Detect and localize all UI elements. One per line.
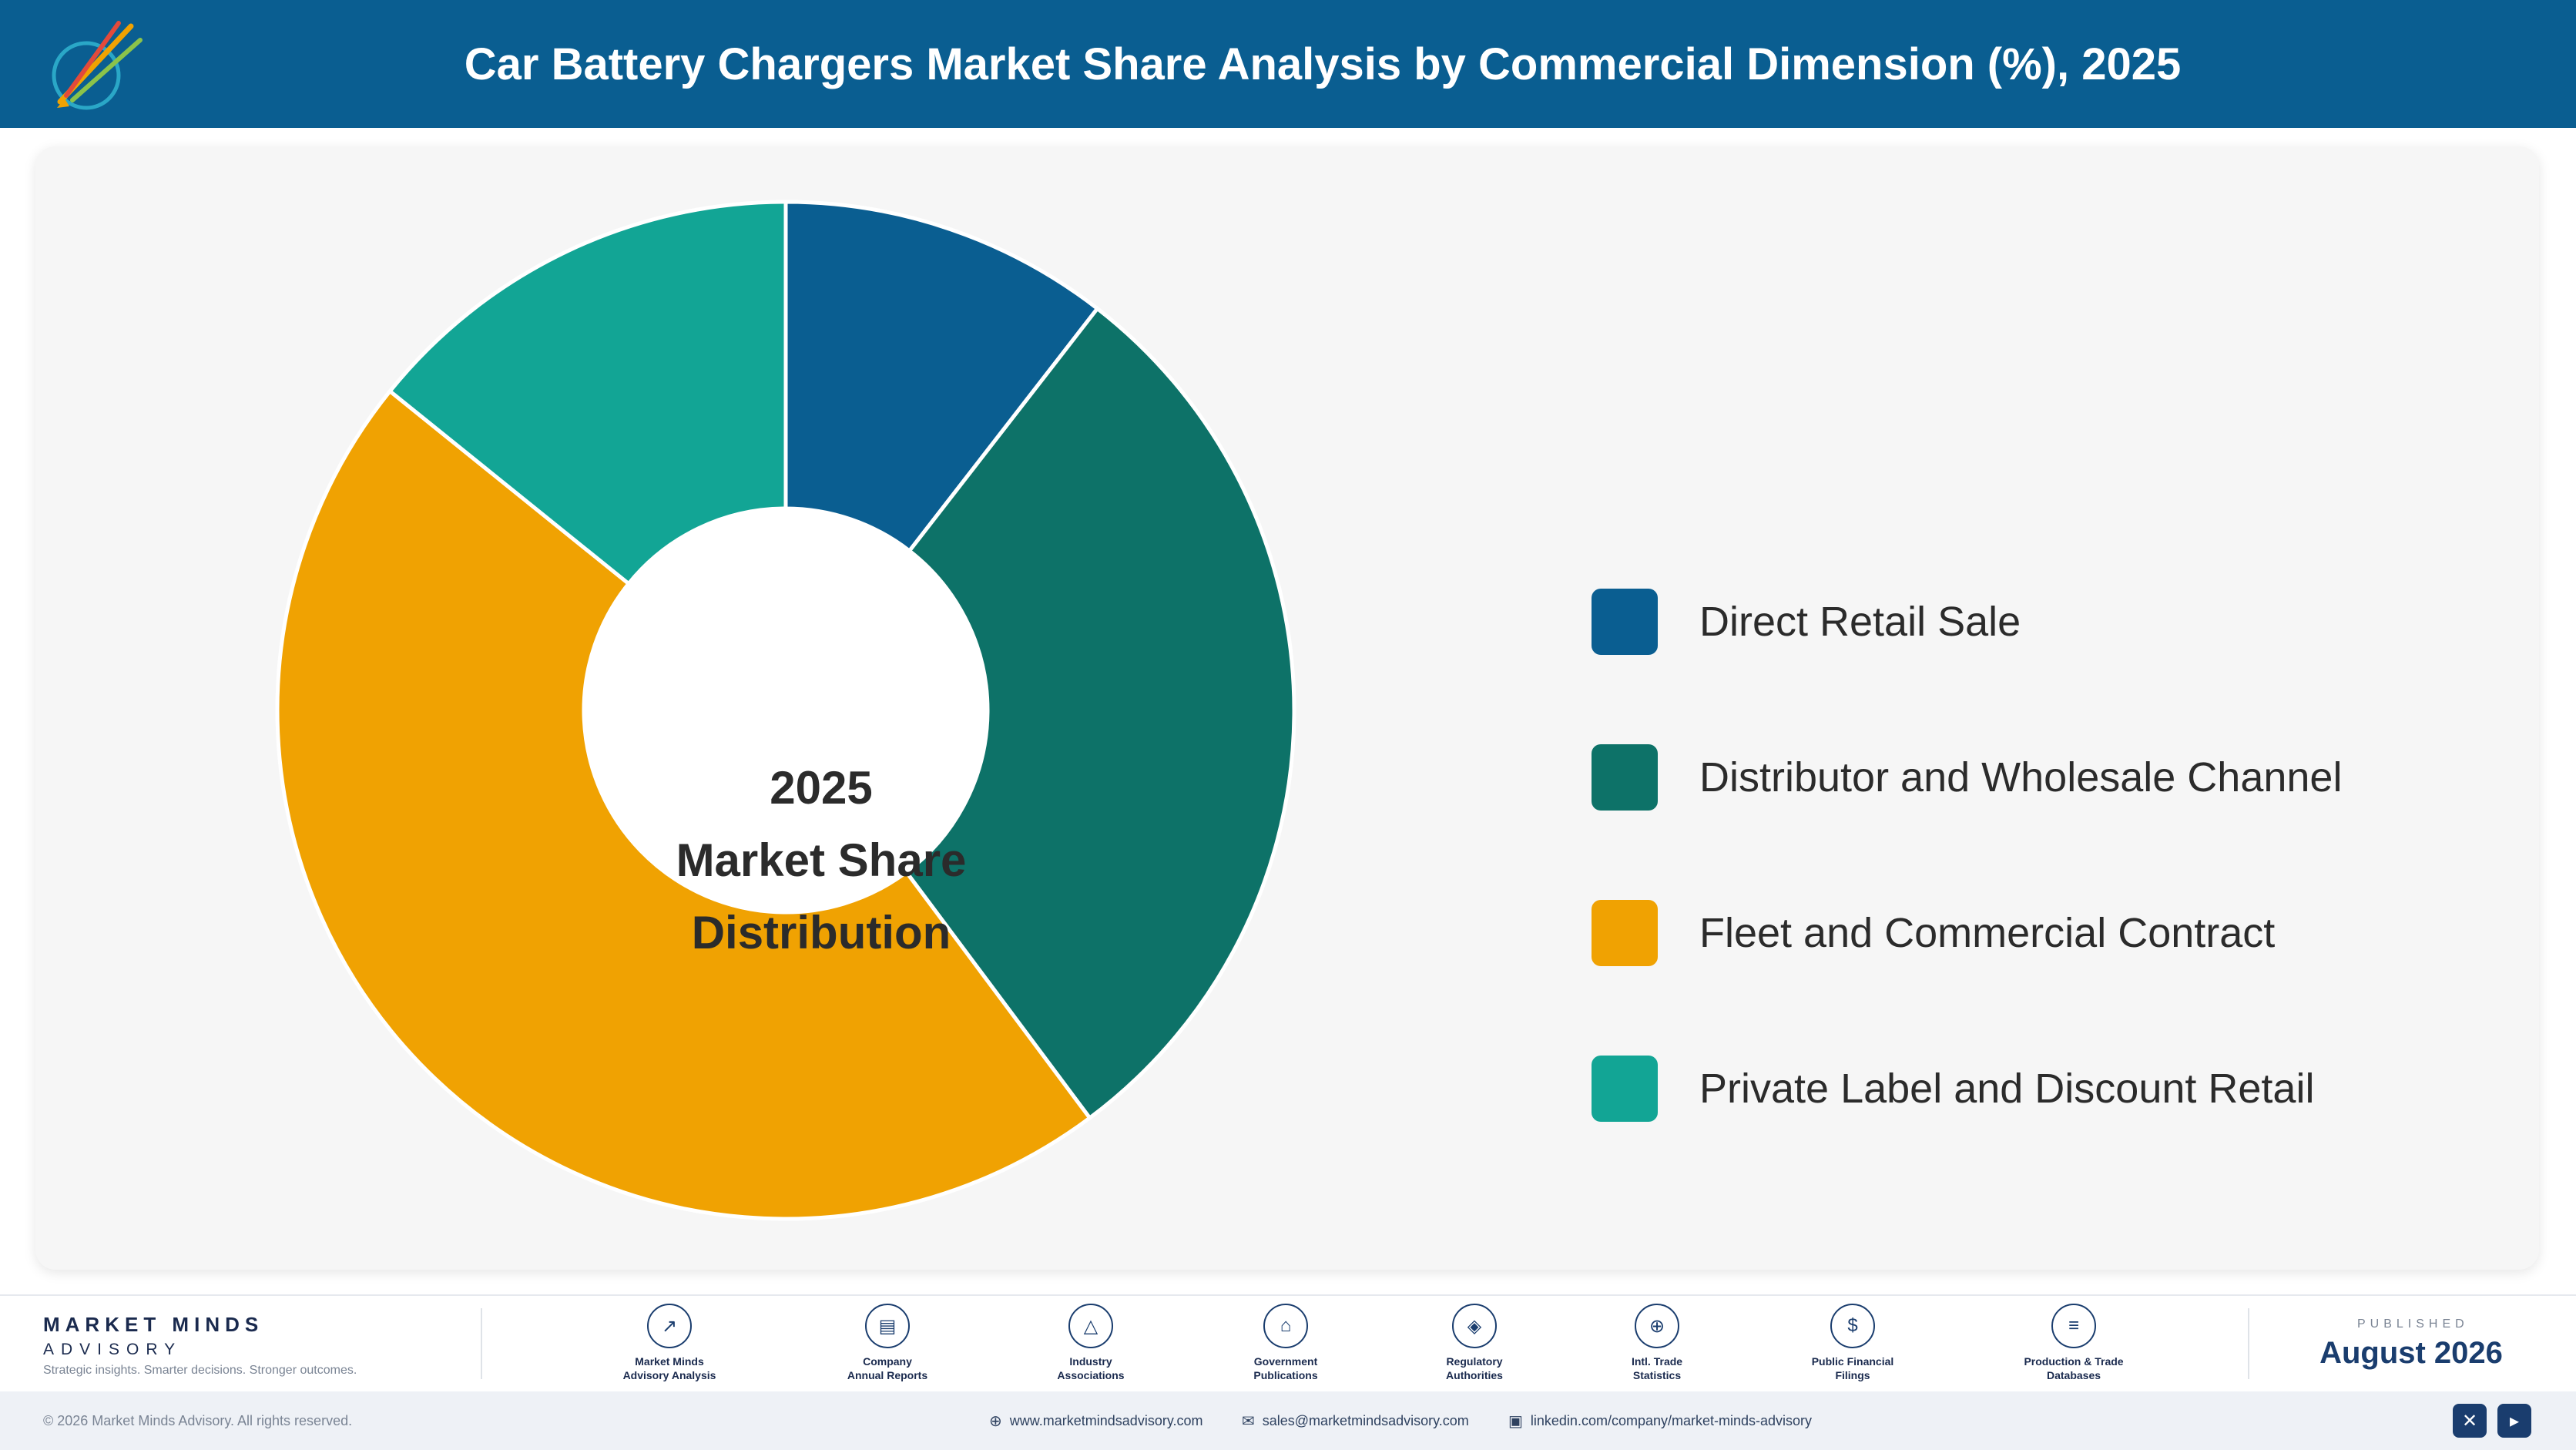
page-title: Car Battery Chargers Market Share Analys…: [464, 39, 2182, 89]
x-social-icon[interactable]: ✕: [2453, 1404, 2487, 1438]
legend-swatch: [1592, 744, 1658, 811]
company-logo: [52, 21, 143, 110]
published-label: PUBLISHED: [2357, 1317, 2469, 1331]
center-label-line-2: Market Share: [676, 834, 967, 886]
legend-item-distributor: Distributor and Wholesale Channel: [1592, 744, 2342, 811]
shield-icon: ◈: [1452, 1304, 1497, 1348]
brand-subtitle: ADVISORY: [43, 1341, 183, 1358]
database-icon: ≡: [2051, 1304, 2096, 1348]
source-production-databases: ≡ Production & Trade Databases: [2001, 1304, 2147, 1382]
source-label: Government Publications: [1253, 1355, 1318, 1381]
legend-label: Distributor and Wholesale Channel: [1699, 754, 2343, 801]
mail-icon: ✉: [1242, 1413, 1255, 1430]
linkedin-text: linkedin.com/company/market-minds-adviso…: [1530, 1413, 1813, 1428]
source-label: Regulatory Authorities: [1446, 1355, 1503, 1381]
center-label-line-3: Distribution: [691, 907, 951, 958]
bottom-bar: © 2026 Market Minds Advisory. All rights…: [0, 1391, 2576, 1450]
legend-swatch: [1592, 589, 1658, 655]
email-text: sales@marketmindsadvisory.com: [1262, 1413, 1469, 1428]
source-regulatory: ◈ Regulatory Authorities: [1401, 1304, 1548, 1382]
source-market-minds: ↗ Market Minds Advisory Analysis: [596, 1304, 743, 1382]
source-label: Market Minds Advisory Analysis: [622, 1355, 716, 1381]
source-label: Public Financial Filings: [1811, 1355, 1894, 1381]
donut-hole: [584, 509, 988, 912]
brand-name: MARKET MINDS: [43, 1313, 264, 1336]
source-label: Company Annual Reports: [847, 1355, 928, 1381]
brand-tagline: Strategic insights. Smarter decisions. S…: [43, 1364, 357, 1377]
legend-swatch: [1592, 900, 1658, 966]
legend-label: Fleet and Commercial Contract: [1699, 910, 2276, 956]
source-industry-associations: △ Industry Associations: [1018, 1304, 1164, 1382]
legend-label: Direct Retail Sale: [1699, 599, 2021, 645]
source-label: Intl. Trade Statistics: [1631, 1355, 1683, 1381]
source-government: ⌂ Government Publications: [1213, 1304, 1359, 1382]
dollar-coin-icon: $: [1830, 1304, 1875, 1348]
source-label: Industry Associations: [1057, 1355, 1125, 1381]
legend-item-private-label: Private Label and Discount Retail: [1592, 1056, 2314, 1122]
chart-panel: 2025 Market Share Distribution Direct Re…: [35, 146, 2539, 1270]
linkedin-icon: ▣: [1508, 1413, 1523, 1430]
chart-line-icon: ↗: [647, 1304, 692, 1348]
globe-icon: ⊕: [1635, 1304, 1679, 1348]
government-building-icon: ⌂: [1263, 1304, 1308, 1348]
linkedin-link[interactable]: ▣ linkedin.com/company/market-minds-advi…: [1508, 1411, 1812, 1431]
source-financial-filings: $ Public Financial Filings: [1779, 1304, 1926, 1382]
header-bar: Car Battery Chargers Market Share Analys…: [0, 0, 2576, 128]
published-date: August 2026: [2319, 1336, 2503, 1370]
source-trade-statistics: ⊕ Intl. Trade Statistics: [1584, 1304, 1730, 1382]
website-text: www.marketmindsadvisory.com: [1009, 1413, 1203, 1428]
footer: MARKET MINDS ADVISORY Strategic insights…: [0, 1294, 2576, 1393]
legend-item-direct-retail: Direct Retail Sale: [1592, 589, 2021, 655]
footer-divider: [2248, 1308, 2249, 1379]
source-company-reports: ▤ Company Annual Reports: [814, 1304, 961, 1382]
legend-label: Private Label and Discount Retail: [1699, 1066, 2315, 1112]
footer-divider: [481, 1308, 482, 1379]
globe-icon: ⊕: [989, 1413, 1002, 1430]
document-icon: ▤: [865, 1304, 910, 1348]
donut-chart: [275, 200, 1296, 1221]
legend-item-fleet: Fleet and Commercial Contract: [1592, 900, 2275, 966]
youtube-social-icon[interactable]: ▸: [2497, 1404, 2531, 1438]
email-link[interactable]: ✉ sales@marketmindsadvisory.com: [1242, 1411, 1469, 1431]
network-icon: △: [1068, 1304, 1113, 1348]
donut-center-label: 2025 Market Share Distribution: [621, 752, 1021, 969]
copyright-text: © 2026 Market Minds Advisory. All rights…: [43, 1413, 353, 1428]
source-label: Production & Trade Databases: [2024, 1355, 2124, 1381]
center-label-line-1: 2025: [770, 762, 873, 814]
legend-swatch: [1592, 1056, 1658, 1122]
website-link[interactable]: ⊕ www.marketmindsadvisory.com: [989, 1411, 1203, 1431]
